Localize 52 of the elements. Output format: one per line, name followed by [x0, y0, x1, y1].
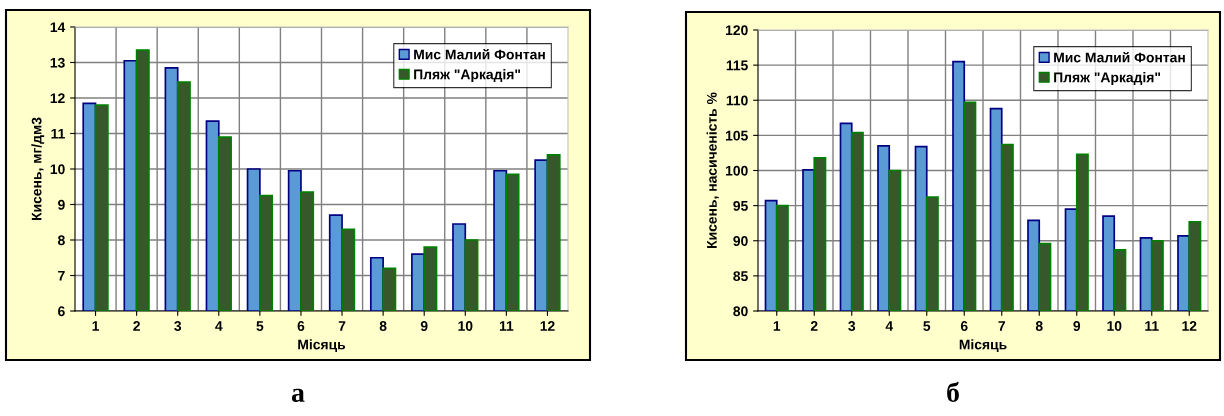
- text: б: [947, 381, 959, 402]
- text: а: [291, 388, 305, 402]
- x-axis-title: Місяць: [959, 339, 1007, 353]
- legend-label: Мис Малий Фонтан: [1054, 51, 1185, 63]
- y-tick-label: 85: [733, 271, 748, 282]
- y-tick-label: 7: [58, 270, 65, 281]
- x-tick-label: 11: [499, 321, 514, 331]
- y-tick-label: 110: [726, 95, 748, 106]
- y-tick-label: 120: [725, 25, 748, 36]
- y-tick-label: 115: [726, 60, 748, 71]
- y-tick-label: 90: [733, 236, 748, 246]
- x-tick-label: 8: [1035, 321, 1043, 331]
- x-tick-label: 10: [1107, 321, 1122, 331]
- y-tick-label: 6: [58, 306, 65, 317]
- x-tick-label: 3: [174, 321, 182, 331]
- y-tick-label: 12: [50, 93, 65, 104]
- y-tick-label: 14: [50, 22, 66, 33]
- y-tick-label: 8: [57, 235, 65, 246]
- x-tick-label: 11: [1145, 321, 1159, 331]
- x-tick-label: 12: [1182, 321, 1197, 331]
- x-tick-label: 1: [773, 321, 781, 331]
- x-tick-label: 6: [960, 321, 968, 331]
- x-tick-label: 4: [885, 321, 894, 331]
- x-tick-label: 4: [215, 321, 223, 331]
- x-tick-label: 12: [540, 321, 555, 331]
- y-tick-label: 9: [58, 199, 65, 210]
- x-tick-label: 6: [297, 321, 305, 331]
- x-tick-label: 5: [923, 321, 931, 331]
- x-tick-label: 9: [420, 321, 428, 331]
- y-tick-label: 95: [733, 200, 748, 211]
- y-tick-label: 80: [733, 306, 748, 317]
- legend-label: Пляж "Аркадія": [1054, 72, 1161, 86]
- x-axis-title: Місяць: [298, 339, 346, 353]
- legend-label: Пляж "Аркадія": [414, 69, 521, 83]
- x-tick-label: 7: [338, 321, 346, 331]
- y-tick-label: 11: [51, 128, 65, 139]
- y-tick-label: 10: [50, 164, 65, 175]
- x-tick-label: 2: [133, 321, 140, 331]
- y-axis-title: Кисень, мг/дм3: [31, 117, 45, 220]
- x-tick-label: 8: [379, 321, 387, 331]
- y-tick-label: 105: [725, 130, 748, 141]
- x-tick-label: 2: [810, 321, 818, 331]
- x-tick-label: 1: [92, 321, 100, 331]
- x-tick-label: 7: [998, 321, 1005, 331]
- legend-label: Мис Малий Фонтан: [414, 48, 545, 60]
- y-tick-label: 100: [725, 165, 748, 176]
- y-tick-label: 13: [50, 57, 65, 68]
- x-tick-label: 5: [256, 321, 264, 331]
- x-tick-label: 3: [848, 321, 856, 331]
- x-tick-label: 9: [1073, 321, 1081, 331]
- x-tick-label: 10: [458, 321, 473, 331]
- y-axis-title: Кисень, насиченість %: [706, 92, 719, 248]
